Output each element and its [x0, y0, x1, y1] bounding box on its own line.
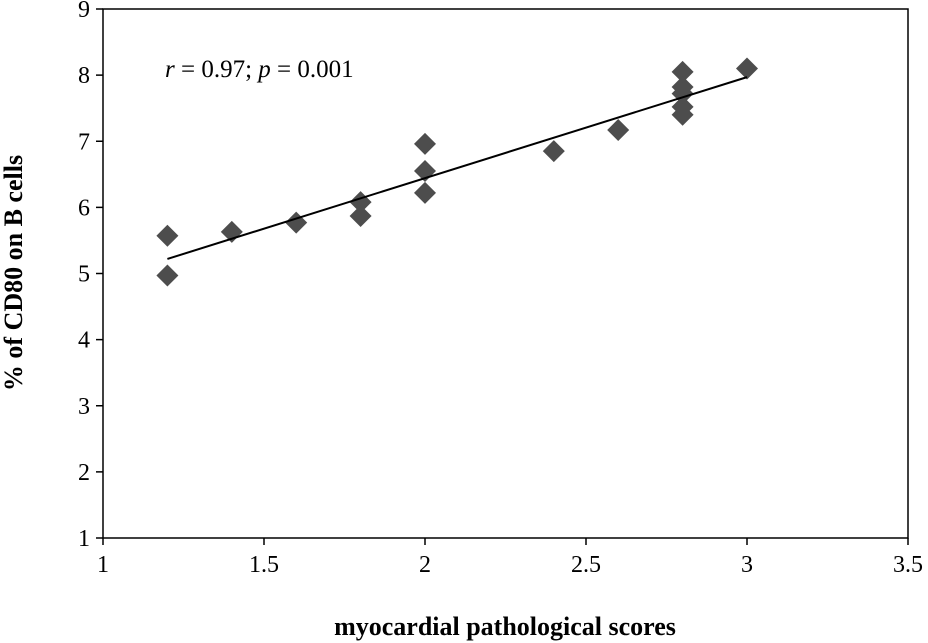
data-point: [414, 132, 436, 155]
x-axis-title: myocardial pathological scores: [334, 612, 676, 641]
y-tick-label: 9: [78, 0, 90, 23]
x-tick-label: 2.5: [571, 552, 601, 578]
y-tick-label: 5: [78, 262, 90, 288]
plot-frame: [102, 8, 909, 539]
data-point: [671, 60, 694, 83]
data-point: [156, 264, 179, 287]
y-tick-label: 2: [78, 460, 90, 486]
y-tick-label: 8: [78, 63, 90, 89]
data-point: [607, 119, 630, 142]
y-axis-title: % of CD80 on B cells: [0, 155, 28, 391]
y-tick-label: 4: [78, 328, 90, 354]
x-tick-label: 3.5: [893, 552, 923, 578]
x-tick-label: 2: [419, 552, 431, 578]
trend-line: [167, 76, 748, 260]
data-point: [349, 204, 372, 227]
x-tick-label: 1: [97, 552, 109, 578]
y-tick-label: 7: [78, 129, 90, 155]
x-tick-label: 3: [741, 552, 753, 578]
data-point: [414, 181, 436, 204]
data-point: [285, 211, 308, 234]
data-point: [736, 57, 758, 80]
y-tick-label: 1: [78, 526, 90, 552]
x-tick-label: 1.5: [249, 552, 279, 578]
data-point: [156, 224, 179, 247]
y-tick-label: 3: [78, 394, 90, 420]
data-point: [542, 140, 565, 163]
correlation-annotation: r = 0.97; p = 0.001: [165, 56, 354, 83]
data-point: [671, 103, 694, 126]
y-tick-label: 6: [78, 195, 90, 221]
